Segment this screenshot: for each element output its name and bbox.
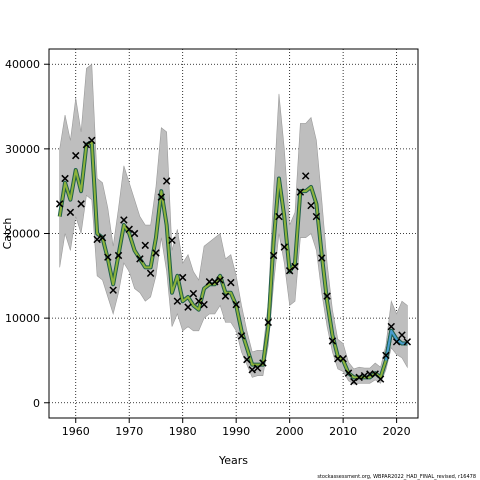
observed-catch-point	[398, 331, 406, 339]
observed-catch-point	[82, 140, 91, 149]
observed-catch-point	[205, 278, 214, 286]
observed-catch-point	[168, 236, 176, 245]
observed-catch-point	[243, 355, 251, 364]
observed-catch-point	[382, 351, 390, 360]
observed-catch-point	[334, 355, 342, 363]
observed-catch-point	[355, 373, 363, 382]
y-axis: 0 10000 20000 30000 40000	[5, 58, 49, 410]
y-axis-label: Catch	[1, 218, 14, 250]
observed-catch-point	[387, 322, 395, 331]
x-tick-label: 1980	[169, 425, 197, 438]
observed-catch-point	[114, 251, 123, 260]
observed-catch-point	[120, 216, 128, 224]
observed-catch-markers	[55, 136, 412, 386]
observed-catch-point	[157, 193, 166, 201]
observed-catch-point	[248, 366, 256, 374]
observed-catch-point	[173, 297, 182, 305]
observed-catch-point	[232, 300, 240, 309]
observed-catch-point	[195, 297, 203, 305]
x-tick-label: 2000	[276, 425, 304, 438]
observed-catch-point	[328, 337, 337, 345]
x-axis-label: Years	[218, 454, 248, 467]
observed-catch-point	[275, 212, 283, 221]
observed-catch-point	[61, 174, 69, 183]
y-tick-label: 40000	[5, 58, 40, 71]
observed-catch-point	[259, 359, 267, 367]
observed-catch-point	[376, 375, 385, 383]
y-tick-label: 30000	[5, 143, 40, 156]
observed-catch-point	[211, 278, 219, 286]
x-tick-label: 1970	[115, 425, 143, 438]
observed-catch-point	[162, 177, 171, 185]
observed-catch-point	[285, 267, 294, 275]
observed-catch-point	[312, 212, 321, 221]
observed-catch-point	[403, 338, 412, 346]
observed-catch-point	[221, 292, 230, 300]
y-tick-label: 0	[33, 397, 40, 410]
forecast-catch-line	[384, 329, 408, 361]
observed-catch-point	[296, 188, 305, 196]
observed-catch-point	[269, 251, 278, 260]
x-tick-label: 2010	[329, 425, 357, 438]
observed-catch-point	[104, 253, 112, 261]
observed-catch-point	[280, 243, 289, 251]
observed-catch-point	[125, 225, 133, 233]
observed-catch-point	[216, 276, 224, 284]
observed-catch-point	[93, 235, 101, 244]
confidence-band	[59, 63, 408, 385]
observed-catch-point	[291, 262, 299, 271]
observed-catch-point	[323, 292, 331, 300]
source-footnote: stockassessment.org, WBPAR2022_HAD_FINAL…	[317, 474, 476, 480]
observed-catch-point	[88, 136, 96, 145]
observed-catch-point	[130, 229, 139, 238]
observed-catch-point	[98, 234, 107, 242]
x-tick-label: 1990	[222, 425, 250, 438]
observed-catch-point	[227, 278, 235, 287]
observed-catch-point	[152, 249, 160, 257]
observed-catch-point	[178, 273, 187, 282]
observed-catch-point	[318, 254, 326, 262]
y-tick-label: 10000	[5, 312, 40, 325]
observed-catch-point	[307, 201, 315, 210]
observed-catch-point	[200, 300, 208, 309]
observed-catch-point	[55, 200, 64, 208]
observed-catch-point	[136, 255, 144, 263]
observed-catch-point	[264, 318, 272, 327]
observed-catch-point	[344, 369, 353, 377]
observed-catch-point	[301, 172, 310, 180]
y-tick-label: 20000	[5, 228, 40, 241]
observed-catch-point	[66, 208, 75, 217]
observed-catch-point	[189, 289, 198, 298]
x-tick-label: 2020	[383, 425, 411, 438]
observed-catch-point	[237, 332, 246, 340]
observed-catch-point	[72, 151, 80, 160]
observed-catch-point	[360, 371, 369, 380]
x-tick-label: 1960	[62, 425, 90, 438]
observed-catch-point	[141, 241, 149, 250]
observed-catch-point	[109, 286, 117, 294]
observed-catch-point	[77, 200, 85, 208]
observed-catch-point	[184, 303, 192, 311]
observed-catch-point	[146, 269, 155, 278]
x-axis: 1960 1970 1980 1990 2000 2010 2020	[62, 418, 411, 438]
observed-catch-point	[366, 370, 374, 378]
observed-catch-point	[392, 338, 401, 346]
observed-catch-point	[339, 355, 347, 363]
observed-catch-point	[350, 377, 358, 386]
